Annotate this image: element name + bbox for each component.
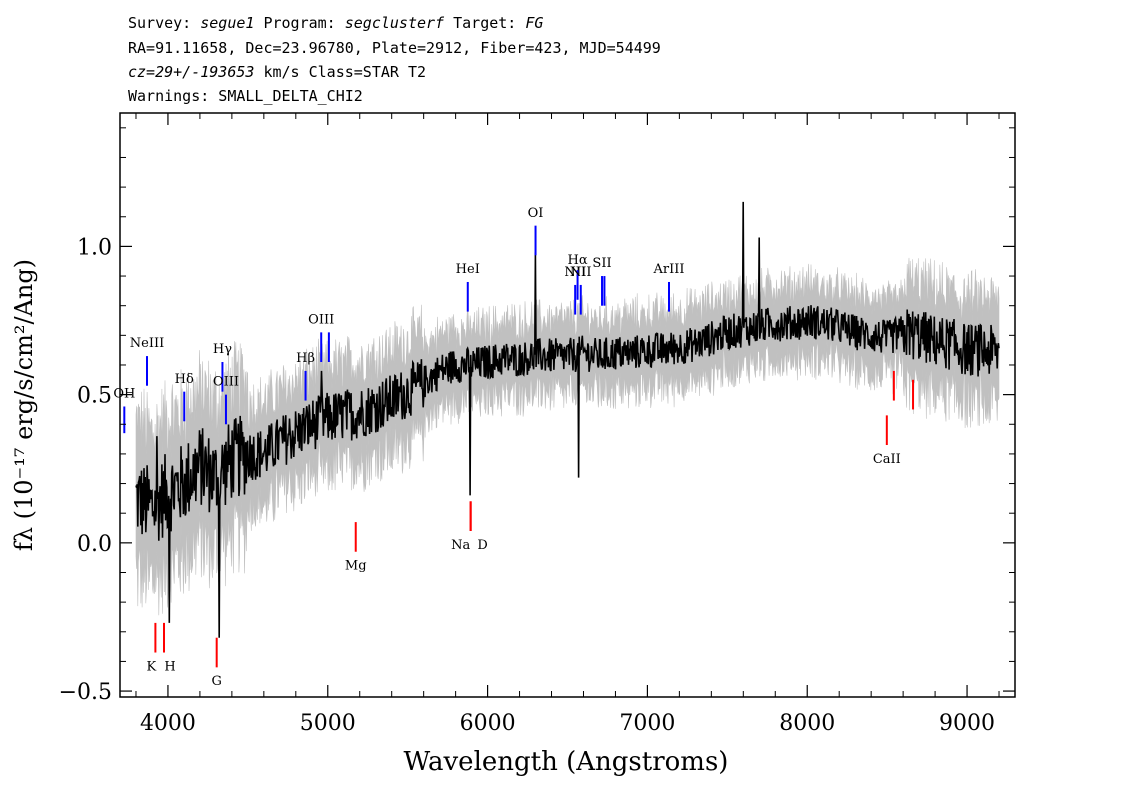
line-label: D xyxy=(477,538,487,553)
flux-line xyxy=(135,201,1000,638)
axes: 4000 5000 6000 7000 8000 9000 −0.5 0.0 0.5 1.0 xyxy=(59,113,1015,736)
line-label: OIII xyxy=(308,312,334,327)
line-label: OI xyxy=(528,206,544,221)
header-line-2: RA=91.11658, Dec=23.96780, Plate=2912, F… xyxy=(128,39,661,57)
survey-value: segue1 xyxy=(200,14,255,32)
line-label: CaII xyxy=(873,452,901,467)
header-line-3: cz=29+/-193653 km/s Class=STAR T2 xyxy=(128,63,426,81)
x-tick-label: 9000 xyxy=(939,711,995,736)
line-label: G xyxy=(211,674,221,689)
line-label: SII xyxy=(592,256,611,271)
line-label: Hδ xyxy=(175,372,194,387)
line-label: Hγ xyxy=(213,342,232,357)
line-label: NII xyxy=(570,265,592,280)
line-label: HeI xyxy=(456,262,480,277)
y-tick-label: 0.0 xyxy=(77,532,112,557)
line-label: Mg xyxy=(345,559,367,574)
line-label: Na xyxy=(451,538,470,553)
line-label: NII xyxy=(564,265,586,280)
line-label: Hα xyxy=(568,253,588,268)
header-line-1: Survey: segue1 Program: segclusterf Targ… xyxy=(128,14,543,32)
line-label: NeIII xyxy=(130,336,164,351)
y-axis-label: fλ (10⁻¹⁷ erg/s/cm²/Ang) xyxy=(10,259,38,551)
x-tick-label: 7000 xyxy=(619,711,675,736)
program-value: segclusterf xyxy=(344,14,445,32)
line-label: OIII xyxy=(213,375,239,390)
class-value: km/s Class=STAR T2 xyxy=(263,63,427,81)
y-tick-label: −0.5 xyxy=(59,680,112,705)
header-line-4: Warnings: SMALL_DELTA_CHI2 xyxy=(128,87,363,105)
target-label: Target: xyxy=(453,14,517,32)
x-tick-label: 4000 xyxy=(140,711,196,736)
x-tick-label: 5000 xyxy=(300,711,356,736)
survey-label: Survey: xyxy=(128,14,192,32)
target-value: FG xyxy=(525,14,544,32)
y-tick-label: 1.0 xyxy=(77,235,112,260)
x-tick-label: 6000 xyxy=(460,711,516,736)
error-band-area xyxy=(135,257,1000,616)
line-label: K xyxy=(147,659,157,674)
error-band xyxy=(135,257,1000,616)
y-tick-label: 0.5 xyxy=(77,384,112,409)
redshift-value: cz=29+/-193653 xyxy=(128,63,255,81)
x-axis-label: Wavelength (Angstroms) xyxy=(404,747,729,777)
program-label: Program: xyxy=(263,14,336,32)
plot-frame xyxy=(119,112,1016,698)
flux-series xyxy=(135,201,1000,638)
line-label: H xyxy=(164,659,175,674)
x-tick-label: 8000 xyxy=(779,711,835,736)
line-label: Hβ xyxy=(296,351,315,366)
line-label: ArIII xyxy=(652,262,684,277)
